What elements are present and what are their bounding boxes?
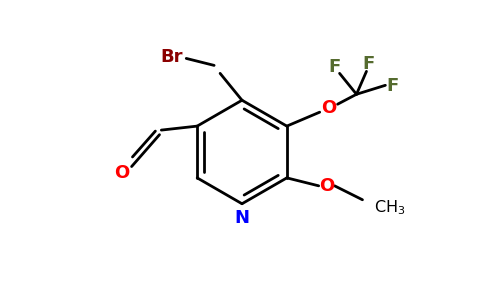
Text: N: N [235, 209, 249, 227]
Text: O: O [319, 177, 334, 195]
Text: F: F [363, 56, 375, 74]
Text: O: O [114, 164, 129, 182]
Text: CH$_3$: CH$_3$ [375, 198, 406, 217]
Text: F: F [386, 77, 398, 95]
Text: O: O [321, 99, 336, 117]
Text: F: F [329, 58, 341, 76]
Text: Br: Br [160, 48, 182, 66]
